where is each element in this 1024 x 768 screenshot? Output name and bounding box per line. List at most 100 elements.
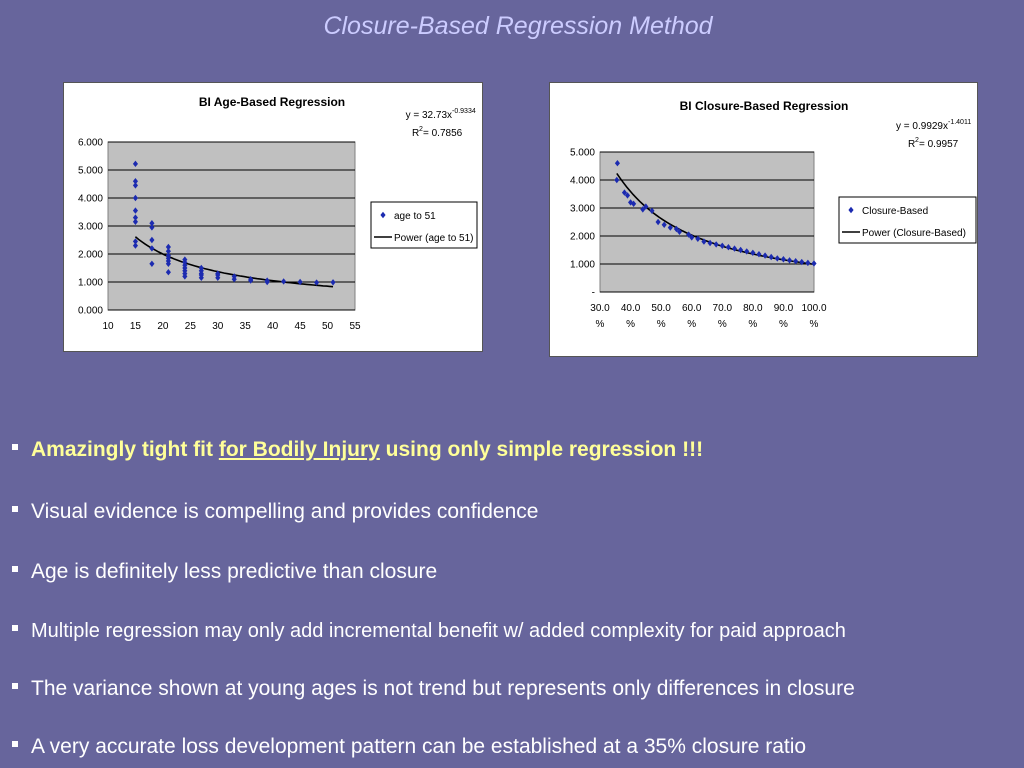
data-point [215,274,221,281]
data-point [811,260,817,267]
data-point [132,207,139,214]
data-point [149,245,155,252]
closure-regression-svg: - 1.000 2.000 3.000 4.000 5.000 30.0% 40.0% 50.0… [570,99,977,330]
x-tick-unit: % [718,319,727,330]
x-tick-label: 50 [322,321,334,332]
bullet-text: Visual evidence is compelling and provid… [31,500,539,523]
r-squared-superscript: 2 [915,137,919,144]
y-tick-label: 2.000 [570,232,595,243]
data-point [725,244,731,251]
x-tick-unit: % [687,319,696,330]
data-point [667,224,673,231]
age-regression-chart: 0.000 1.000 2.000 3.000 4.000 5.000 6.000 10 15 2… [63,82,483,352]
data-point [719,242,725,249]
x-tick-label: 30 [212,321,224,332]
plot-area [599,151,815,293]
bullet-item: Visual evidence is compelling and provid… [12,500,538,524]
bullet-text: Age is definitely less predictive than c… [31,560,438,583]
x-tick-label: 20 [157,321,169,332]
data-point [248,277,254,284]
data-point [750,249,756,256]
data-point [165,269,171,276]
r-squared-value: = 0.7856 [423,128,463,139]
closure-regression-chart: - 1.000 2.000 3.000 4.000 5.000 30.0% 40.0% 50.0… [549,82,978,357]
data-point [793,258,799,265]
x-tick-unit: % [779,319,788,330]
bullet-marker-icon [12,683,18,690]
legend-label: Closure-Based [862,206,928,217]
chart-title: BI Closure-Based Regression [680,99,849,113]
bullet-marker-icon [12,741,18,748]
data-point [805,259,811,267]
data-point [614,176,620,184]
x-tick-label: 35 [240,321,252,332]
legend-box [370,201,478,249]
r-squared-value: = 0.9957 [919,139,959,150]
x-tick-label: 90.0 [774,303,794,314]
x-tick-label: 45 [295,321,307,332]
y-tick-label: 2.000 [78,250,103,261]
bullet-text-pre: Amazingly tight fit [31,438,219,461]
data-point [768,253,774,261]
data-point [264,278,270,286]
legend-label: Power (Closure-Based) [862,228,966,239]
bullet-text: The variance shown at young ages is not … [31,677,855,700]
trend-equation: y = 32.73x [406,110,452,121]
data-point [149,224,155,231]
data-point [198,274,204,281]
x-tick-label: 15 [130,321,142,332]
data-point [695,235,701,242]
legend-label: Power (age to 51) [394,233,474,244]
data-point [297,278,303,286]
data-point [643,203,649,210]
x-tick-label: 10 [102,321,114,332]
y-tick-label: 1.000 [570,260,595,271]
data-point [182,273,188,280]
r-squared-superscript: 2 [419,126,423,133]
x-tick-label: 70.0 [713,303,733,314]
x-tick-label: 100.0 [801,303,826,314]
age-regression-svg: 0.000 1.000 2.000 3.000 4.000 5.000 6.000 10 15 2… [78,95,478,332]
data-point [614,160,620,167]
y-tick-label: 1.000 [78,278,103,289]
bullet-text-post: using only simple regression !!! [379,438,704,461]
x-tick-unit: % [657,319,666,330]
data-point [132,214,139,221]
x-tick-label: 60.0 [682,303,702,314]
data-point [640,206,646,213]
x-tick-unit: % [626,319,635,330]
data-point [799,258,805,266]
data-point [314,279,320,286]
bullet-underlined-text: for Bodily Injury [218,438,380,461]
data-point [132,182,139,189]
bullet-item: Amazingly tight fit for Bodily Injury us… [12,438,703,462]
bullet-marker-icon [12,625,18,632]
r-squared-label: R [412,128,419,139]
slide-title: Closure-Based Regression Method [323,12,713,40]
y-tick-label: 4.000 [570,176,595,187]
y-tick-label: 3.000 [78,222,103,233]
data-point [689,234,695,241]
data-point [165,243,171,251]
x-tick-label: 55 [349,321,361,332]
data-point [149,220,155,227]
y-tick-label: 0.000 [78,306,103,317]
x-tick-label: 25 [185,321,197,332]
bullet-item: Multiple regression may only add increme… [12,619,846,643]
data-point [661,221,667,228]
y-tick-label: 4.000 [78,194,103,205]
y-tick-label: 5.000 [570,148,595,159]
trend-exponent: -0.9334 [452,108,476,115]
data-point [165,248,171,255]
y-tick-label: - [592,288,595,299]
bullet-text: Multiple regression may only add increme… [31,620,846,642]
data-point [149,236,155,244]
data-point [774,255,780,262]
x-tick-label: 30.0 [590,303,610,314]
x-tick-unit: % [810,319,819,330]
r-squared-label: R [908,139,915,150]
data-point [132,178,139,185]
data-point [132,160,139,168]
data-point [132,242,139,249]
data-point [631,200,637,207]
